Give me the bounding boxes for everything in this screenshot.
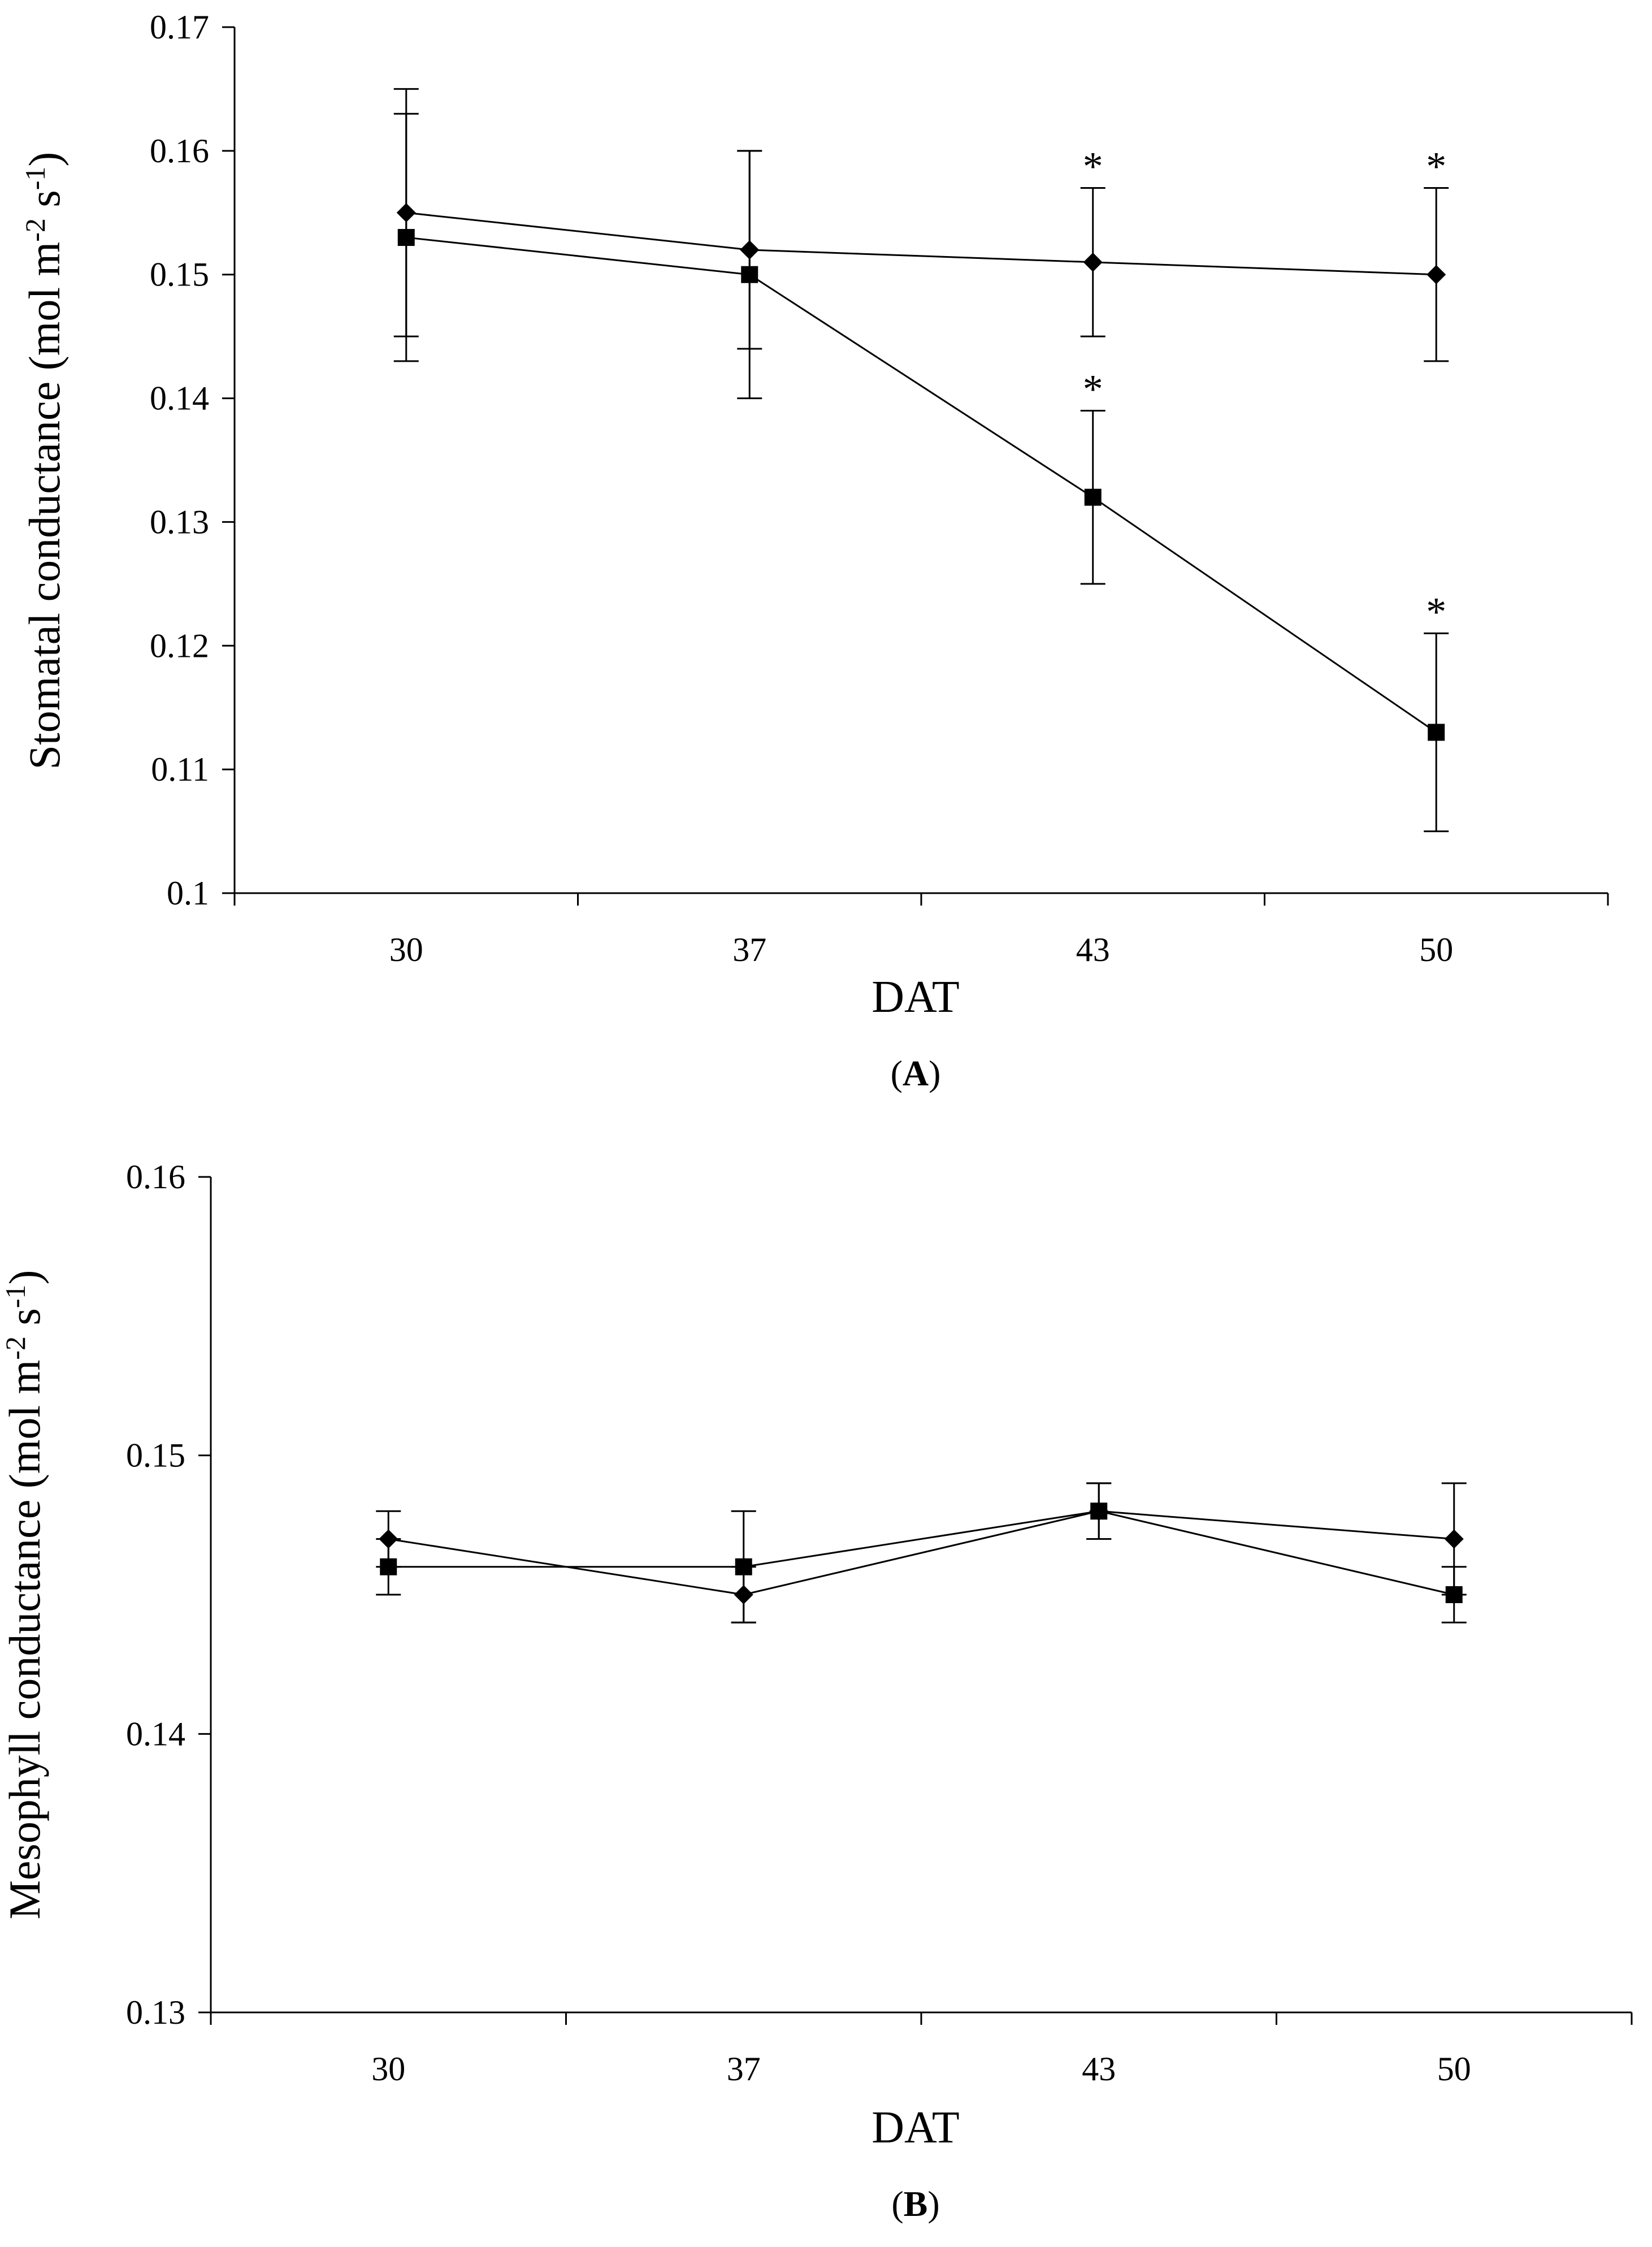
x-tick-label: 50 <box>1437 2050 1471 2088</box>
significance-star: * <box>1426 589 1446 634</box>
x-axis-title: DAT <box>871 972 960 1022</box>
data-point-square <box>1090 1503 1108 1520</box>
data-point-diamond <box>1444 1529 1464 1549</box>
data-point-square <box>1084 488 1102 506</box>
x-tick-label: 43 <box>1082 2050 1116 2088</box>
y-axis-title-part: ) <box>20 152 69 167</box>
x-tick-label: 30 <box>389 931 423 968</box>
y-axis-title-superscript: -2 <box>0 1336 31 1360</box>
y-axis-title-part: Stomatal conductance (mol m <box>20 242 69 770</box>
y-tick-label: 0.13 <box>150 503 209 540</box>
y-axis-title-superscript: -1 <box>19 167 51 191</box>
data-point-square <box>380 1558 397 1575</box>
y-tick-label: 0.17 <box>150 8 209 46</box>
x-tick-label: 50 <box>1419 931 1453 968</box>
panel-label: (A) <box>891 1053 941 1093</box>
y-tick-label: 0.16 <box>150 132 209 170</box>
series-line-square <box>388 1510 1455 1596</box>
y-tick-label: 0.16 <box>126 1158 185 1196</box>
series-line-diamond <box>406 211 1437 276</box>
y-tick-label: 0.14 <box>150 380 209 417</box>
significance-star: * <box>1083 366 1103 412</box>
y-axis-title-superscript: -1 <box>0 1284 31 1308</box>
y-axis-title-superscript: -2 <box>19 218 51 242</box>
panel-label-part: A <box>903 1053 929 1093</box>
y-tick-label: 0.15 <box>126 1437 185 1474</box>
y-tick-label: 0.1 <box>167 874 209 912</box>
chart-panel-a: 0.1 0.11 0.12 0.13 0.14 0.15 0.16 0.17 30 37 43 50 D… <box>19 8 1609 1093</box>
x-tick-label: 37 <box>732 931 766 968</box>
data-point-square <box>397 229 415 246</box>
data-point-square <box>1445 1586 1463 1603</box>
series-line-diamond <box>388 1510 1454 1596</box>
significance-star: * <box>1083 144 1103 189</box>
data-point-square <box>735 1558 752 1575</box>
y-tick-label: 0.13 <box>126 1994 185 2031</box>
y-tick-label: 0.12 <box>150 627 209 664</box>
y-axis-title-part: s <box>0 1308 49 1336</box>
data-point-diamond <box>1083 252 1103 272</box>
y-axis-title-part: ) <box>0 1270 49 1284</box>
x-tick-label: 30 <box>371 2050 405 2088</box>
panel-label-part: B <box>904 2184 928 2224</box>
chart-panel-b: 0.13 0.14 0.15 0.16 30 37 43 50 DAT Mesophyll con… <box>0 1158 1633 2224</box>
y-axis-title: Stomatal conductance (mol m-2 s-1) <box>19 152 69 770</box>
y-axis-title: Mesophyll conductance (mol m-2 s-1) <box>0 1270 49 1919</box>
significance-star: * <box>1426 144 1446 189</box>
x-tick-label: 43 <box>1076 931 1110 968</box>
panel-label-part: ( <box>891 2184 903 2224</box>
data-point-diamond <box>1426 265 1446 284</box>
y-axis-title-part: Mesophyll conductance (mol m <box>0 1360 49 1920</box>
series-line-square <box>406 236 1437 733</box>
panel-label-part: ) <box>927 2184 939 2224</box>
y-tick-label: 0.15 <box>150 256 209 293</box>
x-tick-label: 37 <box>727 2050 761 2088</box>
data-point-square <box>741 266 758 283</box>
y-tick-label: 0.11 <box>151 751 209 788</box>
panel-label-part: ) <box>929 1053 940 1093</box>
panel-label-part: ( <box>891 1053 903 1093</box>
panel-label: (B) <box>891 2184 939 2224</box>
x-axis-title: DAT <box>871 2103 960 2153</box>
y-axis-title-part: s <box>20 190 69 218</box>
data-point-square <box>1428 724 1445 741</box>
y-tick-label: 0.14 <box>126 1715 185 1752</box>
